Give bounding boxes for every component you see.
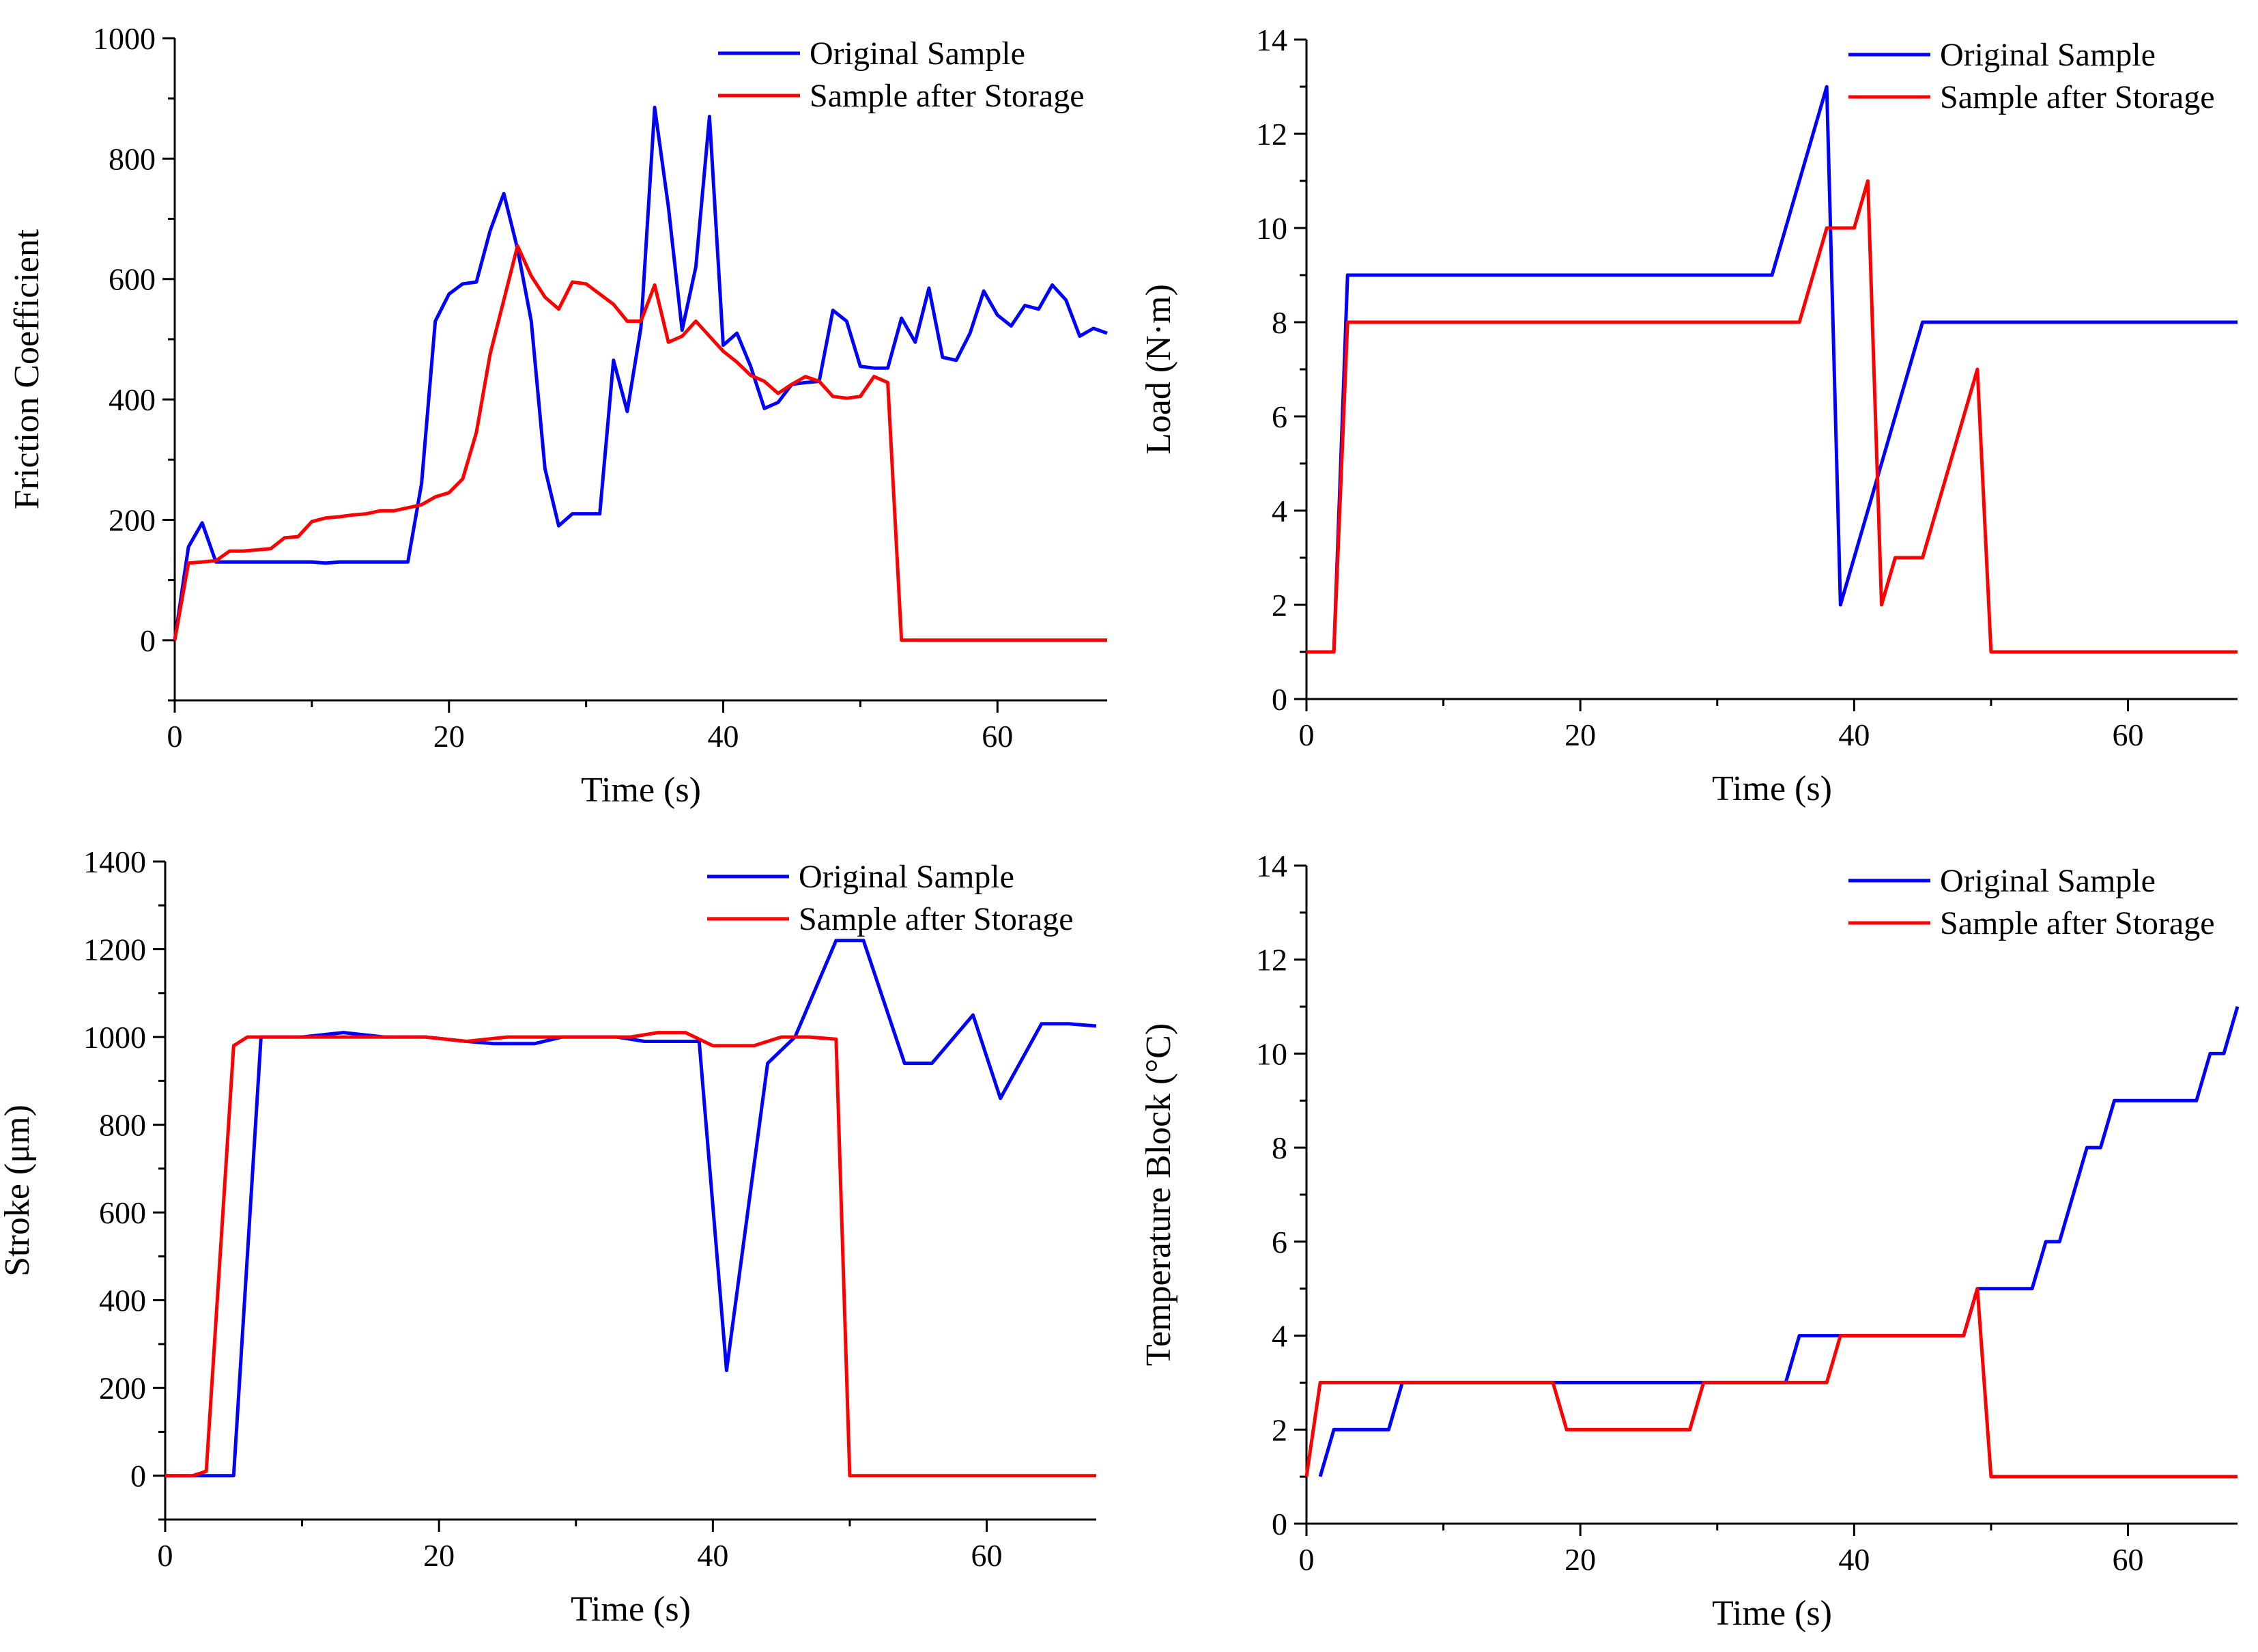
load-y-tick-label: 14 (1256, 23, 1287, 57)
temperature-series-after-storage-line (1304, 1287, 2238, 1479)
load-y-tick-label: 6 (1272, 399, 1287, 434)
load-x-tick-label: 60 (2113, 717, 2144, 752)
friction-y-tick-label: 0 (140, 623, 156, 658)
friction-series-after-storage-line (173, 244, 1107, 642)
stroke-x-tick-label: 20 (423, 1538, 455, 1573)
friction-legend-label: Sample after Storage (810, 78, 1085, 114)
temperature-y-tick-label: 2 (1272, 1412, 1287, 1447)
load-y-tick-label: 10 (1256, 211, 1287, 246)
temperature-y-tick-label: 12 (1256, 943, 1287, 978)
stroke-x-tick-label: 40 (697, 1538, 728, 1573)
temperature-legend-label: Sample after Storage (1940, 905, 2215, 941)
friction-y-tick-label: 800 (109, 141, 156, 176)
stroke-y-tick-label: 1000 (83, 1020, 146, 1055)
stroke-series-after-storage-line (165, 1031, 1096, 1478)
stroke-series-original-line (165, 939, 1097, 1478)
friction-series-original-line (173, 105, 1108, 641)
temperature-x-tick-label: 0 (1299, 1542, 1315, 1577)
load-y-tick-label: 0 (1272, 682, 1287, 717)
friction-y-tick-label: 400 (109, 382, 156, 417)
load-y-tick-label: 8 (1272, 305, 1287, 340)
temperature-y-tick-label: 8 (1272, 1130, 1287, 1165)
friction-x-tick-label: 40 (708, 719, 739, 754)
stroke-y-tick-label: 200 (99, 1371, 146, 1406)
stroke-x-tick-label: 0 (158, 1538, 173, 1573)
stroke-legend-label: Original Sample (799, 859, 1014, 895)
friction-legend-label: Original Sample (810, 35, 1025, 72)
temperature-y-tick-label: 6 (1272, 1225, 1287, 1259)
stroke-y-tick-label: 1400 (83, 844, 146, 879)
load-series-original-line (1306, 85, 2238, 654)
temperature-y-tick-label: 10 (1256, 1036, 1287, 1071)
load-y-tick-label: 12 (1256, 117, 1287, 152)
load-legend-label: Sample after Storage (1940, 79, 2215, 115)
friction-x-tick-label: 20 (433, 719, 465, 754)
stroke-y-tick-label: 800 (99, 1108, 146, 1143)
temperature-x-axis-title: Time (s) (1712, 1594, 1832, 1633)
stroke-y-tick-label: 0 (130, 1459, 146, 1494)
load-legend-label: Original Sample (1940, 37, 2156, 73)
friction-x-tick-label: 0 (167, 719, 183, 754)
chart-load: 0 20 40 60 0 2 4 6 8 10 12 14 Time (s) Load (N·m) Orig… (1139, 23, 2238, 808)
temperature-series-original-line (1318, 1006, 2240, 1477)
stroke-y-tick-label: 1200 (83, 932, 146, 967)
chart-temperature: 0 20 40 60 0 2 4 6 8 10 12 14 Time (s) Temperature Bl… (1139, 849, 2240, 1633)
temperature-x-tick-label: 60 (2113, 1542, 2144, 1577)
stroke-y-axis-title: Stroke (μm) (0, 1105, 37, 1277)
temperature-y-axis-title: Temperature Block (°C) (1139, 1023, 1178, 1366)
friction-x-tick-label: 60 (982, 719, 1013, 754)
load-x-tick-label: 40 (1838, 717, 1870, 752)
load-series-after-storage-line (1306, 179, 2238, 654)
load-x-tick-label: 0 (1299, 717, 1315, 752)
load-y-tick-label: 4 (1272, 494, 1287, 528)
load-y-axis-title: Load (N·m) (1139, 284, 1178, 455)
friction-y-tick-label: 1000 (93, 21, 156, 56)
stroke-x-tick-label: 60 (971, 1538, 1003, 1573)
temperature-y-tick-label: 4 (1272, 1319, 1287, 1354)
temperature-x-tick-label: 20 (1564, 1542, 1596, 1577)
friction-y-tick-label: 600 (109, 262, 156, 297)
temperature-x-tick-label: 40 (1838, 1542, 1870, 1577)
load-y-tick-label: 2 (1272, 588, 1287, 623)
load-x-axis-title: Time (s) (1712, 769, 1832, 808)
temperature-legend-label: Original Sample (1940, 863, 2156, 899)
temperature-y-tick-label: 14 (1256, 849, 1287, 883)
stroke-legend-label: Sample after Storage (799, 901, 1074, 937)
friction-y-axis-title: Friction Coefficient (8, 229, 46, 509)
friction-y-tick-label: 200 (109, 502, 156, 537)
stroke-y-tick-label: 600 (99, 1195, 146, 1230)
stroke-y-tick-label: 400 (99, 1283, 146, 1318)
friction-x-axis-title: Time (s) (581, 771, 701, 810)
temperature-y-tick-label: 0 (1272, 1507, 1287, 1541)
stroke-x-axis-title: Time (s) (571, 1590, 691, 1629)
load-x-tick-label: 20 (1564, 717, 1596, 752)
